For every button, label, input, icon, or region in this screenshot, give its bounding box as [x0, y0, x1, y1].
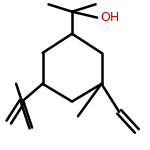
Text: OH: OH [100, 11, 119, 24]
